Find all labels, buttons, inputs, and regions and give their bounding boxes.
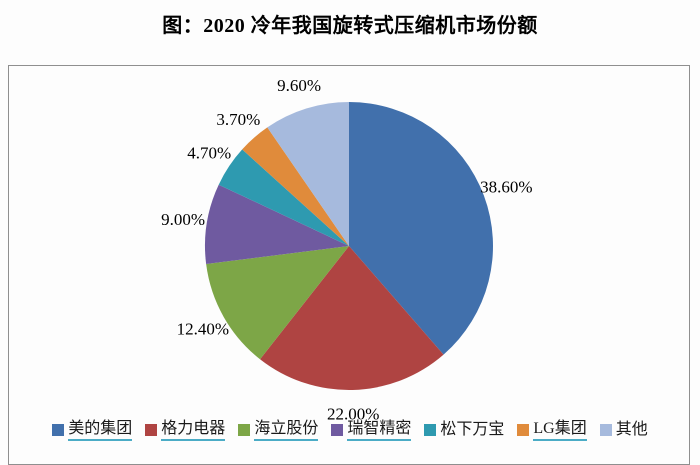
pie-slice-value-label-3: 9.00% [161,210,205,229]
legend-item-3: 瑞智精密 [331,420,412,441]
legend-label: 瑞智精密 [347,420,412,441]
chart-title: 图：2020 冷年我国旋转式压缩机市场份额 [162,15,538,37]
legend-swatch-icon [599,424,612,437]
pie-chart: 38.60% 22.00% 12.40% 9.00% 4.70% 3.70% 9.60% [161,76,532,423]
legend-label: 松下万宝 [440,421,505,438]
pie-slice-6 [267,101,349,246]
pie-slice-3 [205,184,349,265]
legend-item-0: 美的集团 [52,420,133,441]
legend-label: 美的集团 [68,420,133,441]
legend-item-4: 松下万宝 [424,421,504,440]
legend-item-6: 其他 [599,421,648,440]
pie-slice-value-label-0: 38.60% [480,178,532,197]
pie-slice-value-label-5: 3.70% [216,110,260,129]
legend-swatch-icon [238,424,251,437]
legend-item-1: 格力电器 [145,420,226,441]
legend-swatch-icon [424,424,437,437]
legend-item-5: LG集团 [517,420,587,441]
chart-legend: 美的集团 格力电器 海立股份 瑞智精密 松下万宝 LG集团 其他 [10,420,690,441]
legend-label: 其他 [615,421,648,438]
pie-slice-4 [218,149,349,246]
pie-labels-group: 38.60% 22.00% 12.40% 9.00% 4.70% 3.70% 9.60% [161,76,532,423]
pie-slice-2 [206,246,349,360]
pie-slice-value-label-2: 12.40% [177,319,229,338]
legend-swatch-icon [517,424,530,437]
pie-slice-0 [349,102,493,355]
legend-label: 海立股份 [254,420,319,441]
legend-label: 格力电器 [161,420,226,441]
legend-swatch-icon [145,424,158,437]
pie-slice-5 [242,127,349,246]
legend-swatch-icon [331,424,344,437]
pie-slice-value-label-6: 9.60% [277,76,321,95]
pie-slice-value-label-4: 4.70% [187,143,231,162]
legend-label: LG集团 [533,420,587,441]
pie-slice-1 [260,246,444,391]
pie-slice-value-label-1: 22.00% [327,404,379,423]
legend-item-2: 海立股份 [238,420,319,441]
legend-swatch-icon [52,424,65,437]
pie-slices-group [205,101,493,391]
